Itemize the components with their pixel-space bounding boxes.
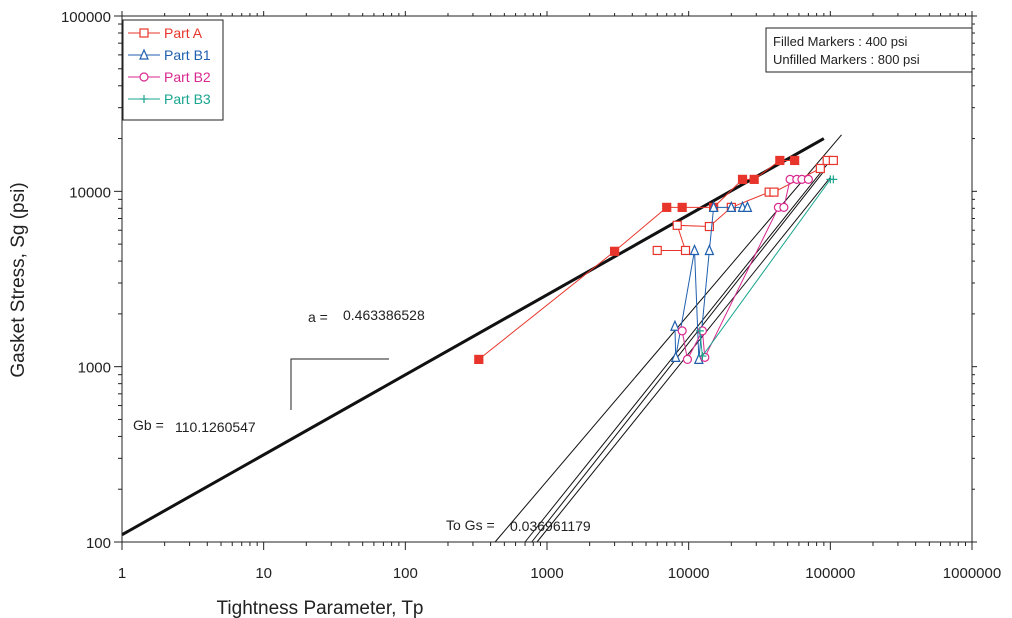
data-point-part-a — [749, 174, 759, 184]
data-point-part-a — [474, 354, 484, 365]
gb-label: Gb = — [133, 417, 164, 433]
data-point-part-a — [775, 155, 785, 166]
data-point-part-b1 — [708, 200, 719, 212]
reference-line — [524, 160, 831, 543]
data-point-part-b1 — [704, 243, 715, 256]
legend-item-part-b2: Part B2 — [128, 69, 211, 85]
data-point-part-a — [672, 220, 682, 230]
data-point-part-a — [815, 163, 825, 174]
data-point-part-b1 — [742, 200, 753, 212]
data-point-part-a — [704, 221, 714, 232]
legend-label-part-a: Part A — [164, 25, 203, 41]
data-point-part-b2 — [779, 202, 789, 212]
reference-line — [494, 134, 842, 543]
legend-marker-part-a — [139, 28, 149, 38]
data-point-part-b2 — [682, 354, 693, 365]
legend-marker-part-b1 — [139, 48, 149, 60]
data-point-part-a — [737, 174, 748, 184]
togs-label: To Gs = — [446, 517, 495, 533]
a-label: a = — [308, 309, 328, 325]
data-point-part-b2 — [677, 326, 687, 336]
data-point-part-a — [677, 202, 687, 212]
legend-item-part-b1: Part B1 — [128, 47, 211, 63]
legend-label-part-b2: Part B2 — [164, 69, 211, 85]
y-tick-label: 10000 — [69, 184, 111, 201]
data-point-part-a — [609, 246, 620, 256]
legend-item-part-a: Part A — [128, 25, 203, 41]
x-tick-label: 10 — [255, 565, 272, 582]
data-point-part-b1 — [670, 319, 680, 331]
data-point-part-a — [662, 202, 672, 212]
x-tick-label: 100 — [393, 565, 418, 582]
y-tick-label: 100000 — [61, 9, 111, 26]
data-point-part-a — [769, 187, 779, 197]
y-axis-label: Gasket Stress, Sg (psi) — [8, 182, 29, 377]
data-point-part-a — [680, 245, 691, 256]
legend-label-part-b1: Part B1 — [164, 47, 211, 63]
data-point-part-b1 — [726, 200, 737, 212]
data-point-part-b3 — [695, 326, 704, 335]
legend-marker-part-b3 — [140, 95, 148, 103]
a-value: 0.463386528 — [343, 307, 425, 323]
axes: 1 10 100 1000 10000 100000 1000000 100 1000 10000… — [61, 9, 1001, 582]
slope-bracket — [290, 358, 389, 410]
x-tick-label: 1000000 — [943, 565, 1001, 582]
data-point-part-a — [828, 155, 838, 166]
togs-value: 0.036961179 — [510, 518, 591, 534]
marker-note-unfilled: Unfilled Markers : 800 psi — [773, 52, 920, 67]
y-tick-label: 1000 — [78, 360, 111, 377]
data-point-part-b1 — [689, 243, 700, 256]
legend-marker-part-b2 — [139, 72, 149, 82]
y-tick-label: 100 — [86, 535, 111, 552]
data-point-part-a — [652, 245, 662, 256]
series-part-b2 — [677, 174, 813, 365]
data-point-part-b3 — [829, 175, 838, 184]
x-axis-label: Tightness Parameter, Tp — [217, 598, 424, 618]
x-tick-label: 10000 — [668, 565, 710, 582]
series-part-b3 — [695, 175, 838, 361]
x-tick-label: 1000 — [530, 565, 563, 582]
data-point-part-a — [790, 155, 800, 166]
data-point-part-b1 — [670, 350, 681, 362]
marker-note-box — [765, 27, 973, 73]
legend: Part A Part B1 Part B2 Part B3 — [122, 19, 224, 121]
gb-fit-line — [121, 137, 825, 537]
series-part-a — [474, 155, 838, 365]
x-tick-label: 1 — [118, 565, 126, 582]
legend-label-part-b3: Part B3 — [164, 91, 211, 107]
x-tick-label: 100000 — [805, 565, 855, 582]
series-part-b1 — [670, 200, 753, 365]
data-point-part-b3 — [698, 352, 707, 361]
legend-item-part-b3: Part B3 — [128, 91, 211, 107]
marker-note-filled: Filled Markers : 400 psi — [773, 34, 907, 49]
data-point-part-b2 — [803, 174, 813, 184]
gb-value: 110.1260547 — [175, 419, 256, 435]
plot-area — [121, 134, 842, 543]
